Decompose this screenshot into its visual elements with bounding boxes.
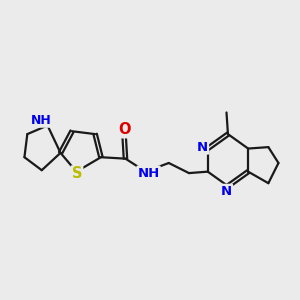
Text: NH: NH <box>137 167 160 180</box>
Text: N: N <box>221 185 232 198</box>
Text: NH: NH <box>31 114 52 127</box>
Text: O: O <box>118 122 130 137</box>
Text: S: S <box>72 167 82 182</box>
Text: N: N <box>197 141 208 154</box>
